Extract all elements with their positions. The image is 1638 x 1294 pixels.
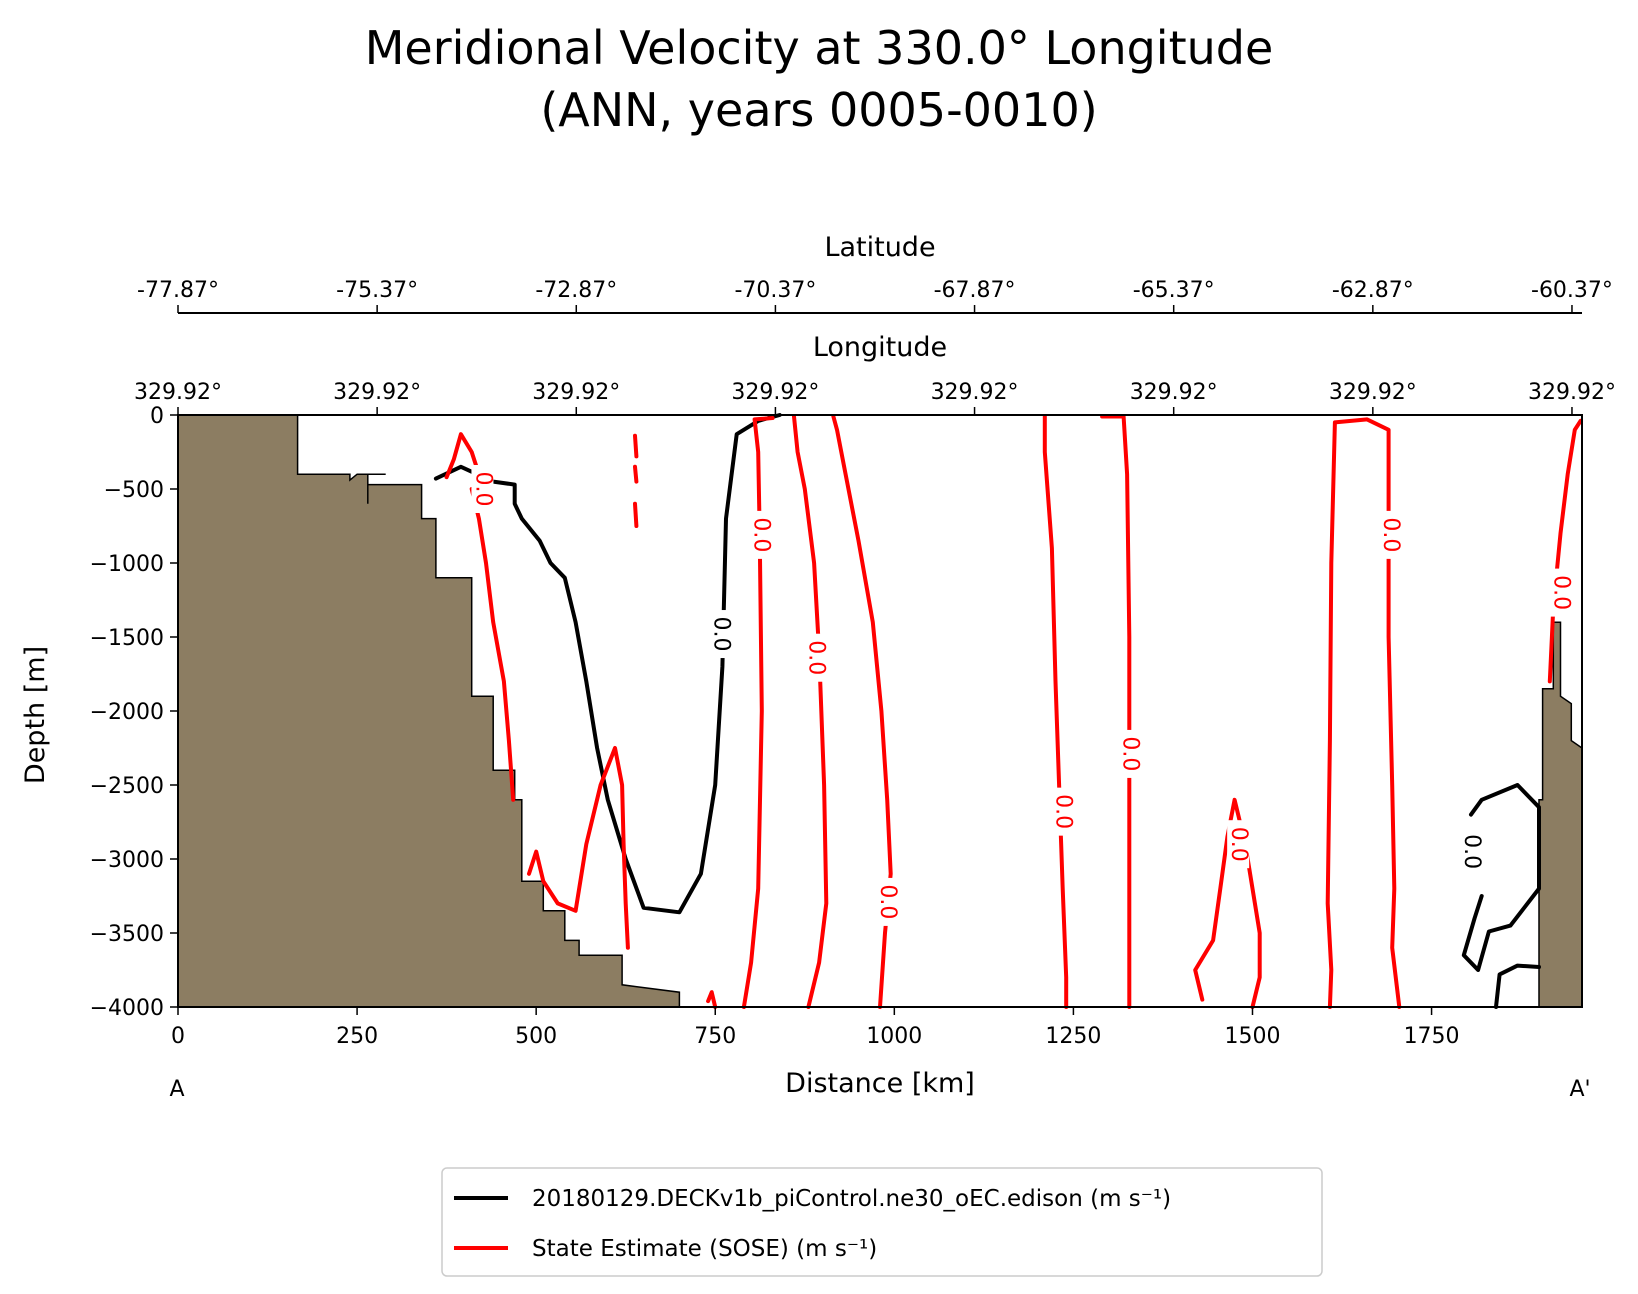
y-tick-label: −2000 (90, 700, 164, 725)
chart-title-line-1: Meridional Velocity at 330.0° Longitude (365, 21, 1274, 75)
sose-contour-6 (706, 990, 718, 1009)
sose-contour-13 (1325, 417, 1402, 1009)
contour-label-model-0: 0.0 (708, 617, 733, 652)
longitude-axis-tick-label: 329.92° (1329, 380, 1417, 405)
latitude-axis-tick-label: -70.37° (734, 278, 816, 303)
bathymetry-layer (177, 414, 1583, 1008)
contour-label-sose-6-bg (1227, 820, 1250, 869)
sose-contour-12 (1193, 797, 1262, 1009)
contour-label-sose-1: 0.0 (748, 517, 773, 552)
longitude-axis-tick-label: 329.92° (532, 380, 620, 405)
contour-label-sose-0-bg (471, 465, 494, 513)
contour-label-sose-5-bg (1118, 729, 1141, 778)
x-tick-label: 750 (694, 1024, 736, 1049)
sose-contour-0 (444, 432, 481, 480)
contour-label-model-0-bg (709, 610, 732, 659)
contour-label-sose-2: 0.0 (804, 640, 829, 675)
contour-label-sose-7-bg (1379, 510, 1402, 559)
sose-contour-2 (633, 433, 639, 459)
contour-label-sose-2-bg (804, 633, 827, 682)
contour-label-sose-1-bg (749, 510, 772, 559)
x-tick-label: 1250 (1045, 1024, 1101, 1049)
x-tick-label: 250 (336, 1024, 378, 1049)
y-axis-label: Depth [m] (20, 646, 51, 784)
model-contour-1 (1461, 783, 1541, 972)
sose-contour-4 (633, 501, 639, 528)
latitude-axis-tick-label: -75.37° (336, 278, 418, 303)
longitude-axis-tick-label: 329.92° (731, 380, 819, 405)
bathymetry-right (1538, 621, 1583, 1008)
x-tick-label: 1500 (1224, 1024, 1280, 1049)
contour-label-model-1-bg (1459, 827, 1482, 876)
contour-label-sose-8-bg (1549, 568, 1572, 617)
bathymetry-left (177, 414, 681, 1008)
x-tick-label: 1750 (1404, 1024, 1460, 1049)
contour-label-sose-3: 0.0 (875, 884, 900, 919)
contour-label-sose-5: 0.0 (1117, 736, 1142, 771)
sose-contour-7 (741, 416, 775, 1009)
contour-label-sose-4: 0.0 (1051, 794, 1076, 829)
contour-label-sose-6: 0.0 (1226, 827, 1251, 862)
longitude-axis-tick-label: 329.92° (1130, 380, 1218, 405)
y-tick-label: −1000 (90, 552, 164, 577)
latitude-axis-tick-label: -67.87° (934, 278, 1016, 303)
sose-contour-8 (792, 414, 829, 1009)
contour-label-sose-3-bg (876, 877, 899, 926)
longitude-axis-tick-label: 329.92° (931, 380, 1019, 405)
y-tick-label: −4000 (90, 996, 164, 1021)
y-tick-label: 0 (150, 404, 164, 429)
latitude-axis-tick-label: -65.37° (1133, 278, 1215, 303)
x-tick-label: 1000 (866, 1024, 922, 1049)
contour-label-model-1: 0.0 (1459, 834, 1484, 869)
legend-entry-model: 20180129.DECKv1b_piControl.ne30_oEC.edis… (532, 1186, 1171, 1212)
contour-label-sose-7: 0.0 (1378, 517, 1403, 552)
y-tick-label: −3000 (90, 848, 164, 873)
contour-label-sose-0: 0.0 (470, 472, 495, 507)
contour-label-sose-4-bg (1051, 787, 1074, 836)
longitude-axis-tick-label: 329.92° (134, 380, 222, 405)
latitude-axis-tick-label: -62.87° (1332, 278, 1414, 303)
x-tick-label: 0 (171, 1024, 185, 1049)
model-contour-2 (1494, 963, 1541, 1009)
latitude-axis-tick-label: -72.87° (535, 278, 617, 303)
sose-contour-10 (1042, 414, 1069, 1009)
legend-frame (441, 1167, 1323, 1277)
sose-contour-14 (1547, 418, 1583, 684)
end-point-label: A' (1569, 1077, 1590, 1102)
y-tick-label: −3500 (90, 922, 164, 947)
x-tick-label: 500 (515, 1024, 557, 1049)
contour-label-sose-8: 0.0 (1549, 575, 1574, 610)
x-axis-label: Distance [km] (785, 1068, 975, 1099)
sose-contour-11 (1100, 414, 1132, 1009)
longitude-axis-label: Longitude (813, 332, 947, 363)
chart-title-line-2: (ANN, years 0005-0010) (540, 83, 1097, 137)
start-point-label: A (169, 1077, 184, 1102)
sose-contour-1 (469, 487, 516, 802)
sose-contour-3 (633, 464, 639, 484)
latitude-axis-tick-label: -60.37° (1531, 278, 1613, 303)
axes-layer: 0 250 500 750 1000 1250 1500 1750 0 −500 −1000 −150… (90, 278, 1616, 1049)
y-tick-label: −1500 (90, 626, 164, 651)
y-tick-label: −500 (104, 478, 164, 503)
legend-entry-sose: State Estimate (SOSE) (m s⁻¹) (532, 1236, 877, 1262)
legend: 20180129.DECKv1b_piControl.ne30_oEC.edis… (441, 1167, 1323, 1277)
longitude-axis-tick-label: 329.92° (1528, 380, 1616, 405)
latitude-axis-label: Latitude (824, 232, 935, 263)
latitude-axis-tick-label: -77.87° (137, 278, 219, 303)
sose-contour-5 (527, 746, 630, 950)
contour-layer: 0.0 0.0 0.0 0.0 0.0 0.0 0.0 0.0 0.0 0.0 0.0 (433, 413, 1583, 1009)
y-tick-label: −2500 (90, 774, 164, 799)
longitude-axis-tick-label: 329.92° (333, 380, 421, 405)
